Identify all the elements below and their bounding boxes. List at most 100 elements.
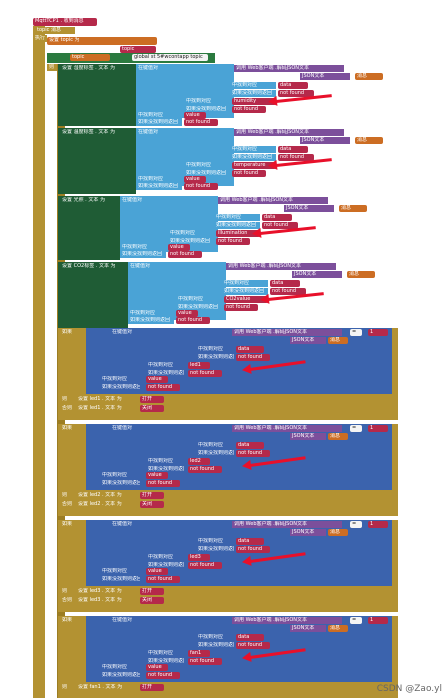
notfound-value-2[interactable]: not found	[216, 238, 250, 245]
key-data[interactable]: data	[236, 538, 264, 545]
topic-value[interactable]: topic	[120, 46, 156, 53]
message-get[interactable]: 消息	[347, 271, 375, 278]
then-label-top: 则	[47, 64, 59, 71]
set-label-block[interactable]: 设置 湿度标签 . 文本 为	[60, 65, 136, 72]
then-set-block[interactable]: 设置 fan1 . 文本 为	[76, 684, 138, 691]
message-get[interactable]: 消息	[328, 529, 348, 536]
eq-operator[interactable]: =	[350, 617, 362, 624]
notfound-value-3[interactable]: not found	[184, 183, 218, 190]
parse-json-block[interactable]: 调用 Web客户端 .解码JSON文本	[232, 425, 342, 432]
set-label-block[interactable]: 设置 CO2标签 . 文本 为	[60, 263, 128, 270]
key-temperature[interactable]: temperature	[232, 162, 276, 169]
message-get[interactable]: 消息	[355, 73, 383, 80]
key-CO2value[interactable]: CO2value	[224, 296, 268, 303]
set-topic-block[interactable]: 设置 topic 为	[47, 37, 157, 45]
parse-json-block[interactable]: 调用 Web客户端 .解码JSON文本	[234, 129, 344, 136]
then-set-block[interactable]: 设置 led2 . 文本 为	[76, 492, 138, 499]
parse-json-block[interactable]: 调用 Web客户端 .解码JSON文本	[234, 65, 344, 72]
notfound-value-3[interactable]: not found	[176, 317, 210, 324]
key-value[interactable]: value	[168, 244, 190, 251]
key-data[interactable]: data	[270, 280, 300, 287]
notfound-value[interactable]: not found	[270, 288, 306, 295]
compare-value[interactable]: 1	[368, 521, 388, 528]
then-set-block[interactable]: 设置 led1 . 文本 为	[76, 396, 138, 403]
key-value[interactable]: value	[184, 112, 206, 119]
then-value[interactable]: 打开	[140, 396, 164, 403]
message-get[interactable]: 消息	[339, 205, 367, 212]
compare-value[interactable]: 1	[368, 425, 388, 432]
set-label-block[interactable]: 设置 光照 . 文本 为	[60, 197, 120, 204]
key-value[interactable]: value	[146, 472, 168, 479]
key-value[interactable]: value	[184, 176, 206, 183]
message-get[interactable]: 消息	[328, 433, 348, 440]
topic-get[interactable]: topic	[70, 54, 110, 61]
notfound-value-2[interactable]: not found	[232, 170, 266, 177]
parse-json-block[interactable]: 调用 Web客户端 .解码JSON文本	[218, 197, 328, 204]
notfound-value-2[interactable]: not found	[188, 466, 222, 473]
notfound-value[interactable]: not found	[236, 546, 270, 553]
notfound-value-3[interactable]: not found	[146, 384, 180, 391]
then-value[interactable]: 打开	[140, 588, 164, 595]
then-value[interactable]: 打开	[140, 684, 164, 691]
key-data[interactable]: data	[278, 146, 308, 153]
message-get[interactable]: 消息	[328, 625, 348, 632]
notfound-value[interactable]: not found	[278, 90, 314, 97]
message-get[interactable]: 消息	[355, 137, 383, 144]
notfound-value[interactable]: not found	[236, 450, 270, 457]
notfound-value[interactable]: not found	[236, 354, 270, 361]
else-value[interactable]: 关闭	[140, 597, 164, 604]
notfound-value-3[interactable]: not found	[168, 251, 202, 258]
message-get[interactable]: 消息	[328, 337, 348, 344]
key-led2[interactable]: led2	[188, 458, 210, 465]
else-value[interactable]: 关闭	[140, 405, 164, 412]
notfound-value-2[interactable]: not found	[188, 370, 222, 377]
notfound-value-2[interactable]: not found	[232, 106, 266, 113]
compare-value[interactable]: 1	[368, 329, 388, 336]
key-value[interactable]: value	[146, 664, 168, 671]
else-set-block[interactable]: 设置 led3 . 文本 为	[76, 597, 138, 604]
notfound-value-3[interactable]: not found	[146, 480, 180, 487]
notfound-value-3[interactable]: not found	[146, 576, 180, 583]
notfound-value-2[interactable]: not found	[224, 304, 258, 311]
then-value[interactable]: 打开	[140, 492, 164, 499]
else-set-block[interactable]: 设置 led2 . 文本 为	[76, 501, 138, 508]
parse-json-block[interactable]: 调用 Web客户端 .解码JSON文本	[232, 521, 342, 528]
event-header[interactable]: MqttTCP1 . 收到消息	[33, 18, 97, 26]
topic-compare[interactable]	[47, 53, 215, 63]
else-value[interactable]: 关闭	[140, 501, 164, 508]
notfound-label: 如果没找到则返回	[196, 642, 234, 649]
key-data[interactable]: data	[236, 634, 264, 641]
key-value[interactable]: value	[146, 568, 168, 575]
key-fan1[interactable]: fan1	[188, 650, 210, 657]
key-value[interactable]: value	[146, 376, 168, 383]
set-label-block[interactable]: 设置 温度标签 . 文本 为	[60, 129, 136, 136]
json-text-label: JSON文本	[290, 625, 326, 632]
notfound-value-2[interactable]: not found	[188, 562, 222, 569]
compare-value[interactable]: 1	[368, 617, 388, 624]
key-data[interactable]: data	[278, 82, 308, 89]
eq-operator[interactable]: =	[350, 425, 362, 432]
key-value[interactable]: value	[176, 310, 198, 317]
key-led3[interactable]: led3	[188, 554, 210, 561]
notfound-value[interactable]: not found	[278, 154, 314, 161]
parse-json-block[interactable]: 调用 Web客户端 .解码JSON文本	[232, 617, 342, 624]
key-data[interactable]: data	[262, 214, 292, 221]
notfound-value[interactable]: not found	[262, 222, 298, 229]
parse-json-block[interactable]: 调用 Web客户端 .解码JSON文本	[232, 329, 342, 336]
notfound-value[interactable]: not found	[236, 642, 270, 649]
key-humidity[interactable]: humidity	[232, 98, 276, 105]
key-illumination[interactable]: illumination	[216, 230, 260, 237]
eq-operator[interactable]: =	[350, 521, 362, 528]
key-led1[interactable]: led1	[188, 362, 210, 369]
key-data[interactable]: data	[236, 346, 264, 353]
notfound-value-2[interactable]: not found	[188, 658, 222, 665]
notfound-value-3[interactable]: not found	[184, 119, 218, 126]
key-data[interactable]: data	[236, 442, 264, 449]
then-set-block[interactable]: 设置 led3 . 文本 为	[76, 588, 138, 595]
then-label: 则	[60, 684, 74, 691]
eq-operator[interactable]: =	[350, 329, 362, 336]
notfound-value-3[interactable]: not found	[146, 672, 180, 679]
global-topic-text[interactable]: global st 5#wcontapp topic	[132, 54, 208, 61]
parse-json-block[interactable]: 调用 Web客户端 .解码JSON文本	[226, 263, 336, 270]
else-set-block[interactable]: 设置 led1 . 文本 为	[76, 405, 138, 412]
